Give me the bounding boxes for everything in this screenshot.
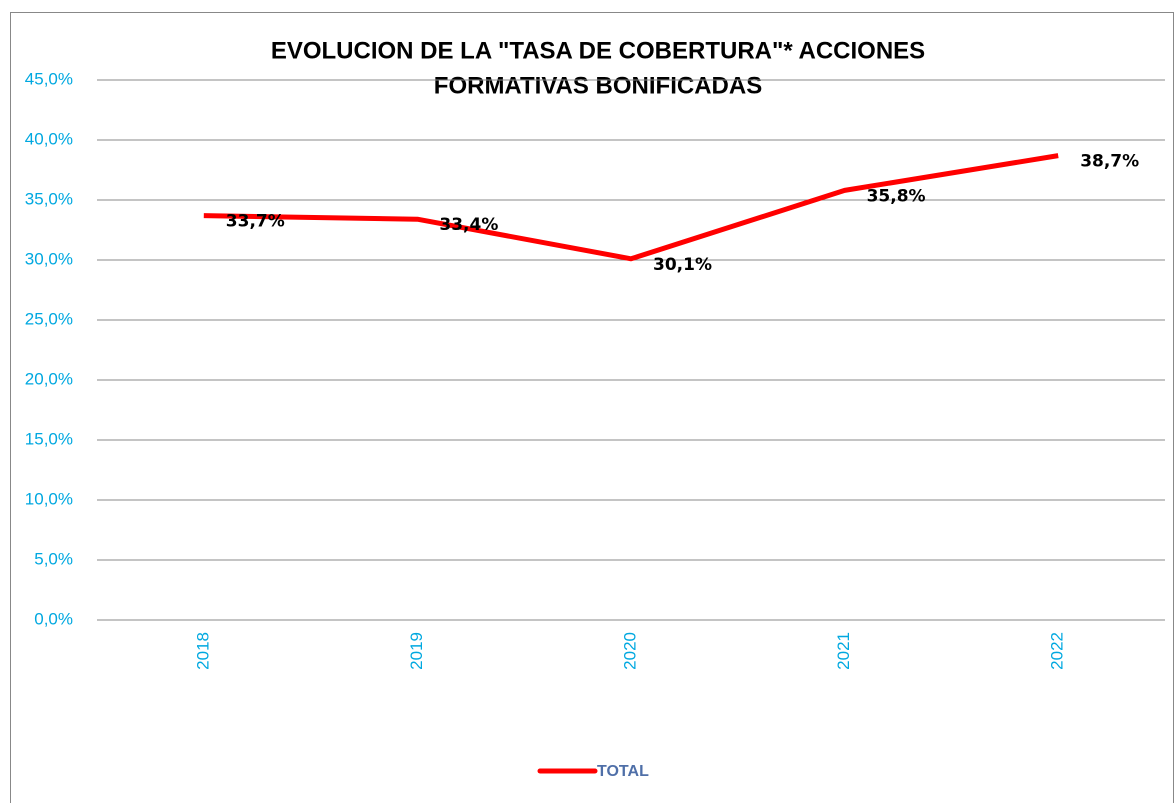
chart-title: EVOLUCION DE LA "TASA DE COBERTURA"* ACC… (271, 37, 925, 64)
x-tick-label: 2018 (193, 632, 212, 670)
y-tick-label: 0,0% (34, 609, 73, 628)
y-tick-label: 45,0% (25, 69, 73, 88)
y-tick-label: 35,0% (25, 189, 73, 208)
chart-frame (10, 12, 1174, 803)
y-tick-label: 10,0% (25, 489, 73, 508)
data-line (203, 153, 1059, 262)
data-label: 33,4% (439, 215, 498, 235)
x-tick-label: 2019 (407, 632, 426, 670)
y-tick-label: 25,0% (25, 309, 73, 328)
x-tick-label: 2021 (834, 632, 853, 670)
chart-title: FORMATIVAS BONIFICADAS (434, 72, 762, 99)
data-label: 35,8% (867, 186, 926, 206)
legend-label: TOTAL (597, 763, 649, 780)
y-tick-label: 15,0% (25, 429, 73, 448)
x-tick-label: 2020 (620, 632, 639, 670)
y-tick-label: 30,0% (25, 249, 73, 268)
data-label: 30,1% (653, 255, 712, 275)
y-tick-label: 40,0% (25, 129, 73, 148)
data-label: 33,7% (226, 212, 285, 232)
x-tick-label: 2022 (1048, 632, 1067, 670)
data-label: 38,7% (1080, 152, 1139, 172)
y-tick-label: 20,0% (25, 369, 73, 388)
y-tick-label: 5,0% (34, 549, 73, 568)
